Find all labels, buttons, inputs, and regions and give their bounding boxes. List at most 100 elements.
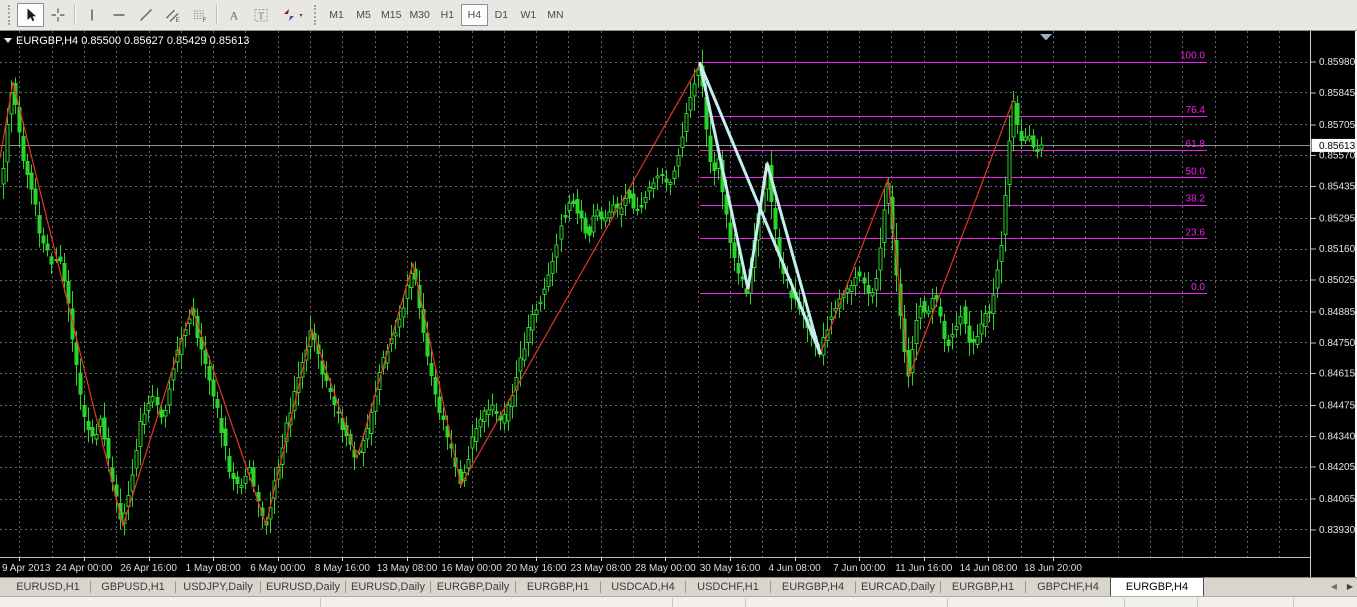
chart-title-ohlc: EURGBP,H4 0.85500 0.85627 0.85429 0.8561… [16, 35, 249, 47]
chart-tab-eurgbp-h4-13[interactable]: EURGBP,H4 [1110, 577, 1204, 596]
timeframe-button-m1[interactable]: M1 [329, 9, 344, 21]
status-separator [1197, 598, 1198, 607]
price-tick-label: 0.83930 [1319, 525, 1356, 536]
time-tick-label: 24 Apr 00:00 [56, 563, 113, 574]
tab-scroll-right-icon[interactable]: ▶ [1346, 582, 1353, 591]
chart-tab-eurcad-daily-10[interactable]: EURCAD,Daily [861, 581, 935, 593]
cursor-icon [27, 8, 36, 22]
chart-tab-eurgbp-daily-5[interactable]: EURGBP,Daily [436, 581, 510, 593]
timeframe-button-m15[interactable]: M15 [381, 9, 402, 21]
fib-label-61.8: 61.8 [1186, 139, 1206, 150]
price-tick-label: 0.84205 [1319, 462, 1356, 473]
chart-tab-eurgbp-h1-6[interactable]: EURGBP,H1 [526, 581, 590, 593]
toolbar-separator [216, 5, 217, 25]
chart-dropdown-triangle-icon[interactable] [4, 38, 12, 43]
timeframe-button-m5[interactable]: M5 [356, 9, 371, 21]
time-tick-label: 8 May 16:00 [315, 563, 370, 574]
time-tick-label: 11 Jun 16:00 [895, 563, 953, 574]
status-separator [1293, 598, 1294, 607]
fibonacci-retracement-tool-button[interactable]: F [186, 3, 213, 27]
time-tick-label: 18 Jun 20:00 [1024, 563, 1082, 574]
abcd-pattern-trendlines[interactable] [698, 62, 822, 355]
timeframe-button-d1[interactable]: D1 [494, 9, 509, 21]
trendline-tool-button[interactable] [132, 3, 159, 27]
price-tick-label: 0.84475 [1319, 400, 1356, 411]
timeframe-button-h1[interactable]: H1 [440, 9, 455, 21]
fib-label-0.0: 0.0 [1191, 282, 1205, 293]
chart-tab-eurusd-daily-4[interactable]: EURUSD,Daily [351, 581, 425, 593]
chart-tab-gbpusd-h1-1[interactable]: GBPUSD,H1 [101, 581, 165, 593]
price-axis[interactable]: 0.85980 0.85845 0.85705 0.85570 0.85435 0.852… [1311, 57, 1356, 536]
chart-tab-eurusd-h1-0[interactable]: EURUSD,H1 [16, 581, 80, 593]
tab-divider [515, 581, 516, 593]
vertical-line-tool-button[interactable] [78, 3, 105, 27]
fibonacci-retracement-icon: F [193, 10, 206, 23]
chart-tab-usdchf-h1-8[interactable]: USDCHF,H1 [697, 581, 759, 593]
chart-tab-eurgbp-h1-11[interactable]: EURGBP,H1 [951, 581, 1015, 593]
time-tick-label: 26 Apr 16:00 [120, 563, 177, 574]
toolbar: E F A T ▾ M1 M5 M15 M30 H1 H4 D1 W1 MN [0, 0, 1357, 31]
price-tick-label: 0.84065 [1319, 494, 1356, 505]
price-tick-label: 0.85160 [1319, 244, 1356, 255]
crosshair-tool-button[interactable] [44, 3, 71, 27]
text-tool-button[interactable]: A [220, 3, 247, 27]
status-separator [947, 598, 948, 607]
fib-label-100.0: 100.0 [1180, 51, 1205, 62]
tab-divider [345, 581, 346, 593]
time-axis[interactable]: 9 Apr 2013 24 Apr 00:00 26 Apr 16:00 1 May … [2, 558, 1082, 574]
arrows-icon [284, 9, 295, 21]
chart-tab-usdjpy-daily-2[interactable]: USDJPY,Daily [183, 581, 253, 593]
toolbar-grip-2[interactable] [314, 5, 319, 25]
timeframes-toolbar: M1 M5 M15 M30 H1 H4 D1 W1 MN [323, 4, 569, 26]
cursor-tool-button[interactable] [17, 3, 44, 27]
chart-plot-area[interactable]: 100.0 76.4 61.8 50.0 38.2 23.6 0.0 0.85980 0.858… [0, 31, 1357, 577]
timeframe-button-h4[interactable]: H4 [460, 4, 488, 26]
dropdown-caret-icon: ▾ [299, 12, 303, 19]
tab-scroll-left-icon[interactable]: ◀ [1330, 582, 1337, 591]
price-tick-label: 0.85025 [1319, 275, 1356, 286]
tab-scroll-buttons: ◀ ▶ [1331, 582, 1353, 592]
chart-window[interactable]: 100.0 76.4 61.8 50.0 38.2 23.6 0.0 0.85980 0.858… [0, 31, 1357, 577]
toolbar-separator [74, 5, 75, 25]
horizontal-line-tool-button[interactable] [105, 3, 132, 27]
line-studies-toolbar: E F A T ▾ [17, 3, 310, 27]
svg-text:F: F [202, 17, 206, 23]
tab-divider [685, 581, 686, 593]
chart-tab-bar: EURUSD,H1 GBPUSD,H1 USDJPY,Daily EURUSD,Dai… [0, 577, 1357, 596]
time-tick-label: 6 May 00:00 [250, 563, 305, 574]
chart-tab-usdcad-h4-7[interactable]: USDCAD,H4 [611, 581, 675, 593]
chart-tab-gbpchf-h4-12[interactable]: GBPCHF,H4 [1037, 581, 1099, 593]
equidistant-channel-tool-button[interactable]: E [159, 3, 186, 27]
text-label-icon: T [254, 9, 267, 22]
status-separator [320, 598, 321, 607]
status-separator [1124, 598, 1125, 607]
timeframe-button-mn[interactable]: MN [547, 9, 564, 21]
svg-text:A: A [229, 9, 238, 23]
arrows-tool-button[interactable]: ▾ [274, 3, 310, 27]
tab-divider [260, 581, 261, 593]
time-tick-label: 13 May 08:00 [377, 563, 438, 574]
tab-divider [1025, 581, 1026, 593]
fib-label-38.2: 38.2 [1186, 194, 1206, 205]
price-tick-label: 0.84750 [1319, 338, 1356, 349]
price-tick-label: 0.85435 [1319, 182, 1356, 193]
timeframe-button-m30[interactable]: M30 [409, 9, 430, 21]
time-tick-label: 16 May 00:00 [441, 563, 502, 574]
tab-divider [855, 581, 856, 593]
text-label-tool-button[interactable]: T [247, 3, 274, 27]
timeframe-button-w1[interactable]: W1 [520, 9, 537, 21]
chart-tab-eurusd-daily-3[interactable]: EURUSD,Daily [266, 581, 340, 593]
toolbar-grip[interactable] [8, 5, 13, 25]
vertical-line-icon [90, 9, 93, 21]
svg-text:E: E [175, 17, 180, 23]
status-separator [672, 598, 673, 607]
fibonacci-retracement-lines[interactable] [700, 62, 1207, 294]
chart-shift-marker-icon[interactable] [1040, 34, 1052, 41]
status-strip [0, 596, 1357, 607]
price-tick-label: 0.84340 [1319, 431, 1356, 442]
tab-divider [770, 581, 771, 593]
price-tick-label: 0.84615 [1319, 369, 1356, 380]
chart-tab-eurgbp-h4-9[interactable]: EURGBP,H4 [781, 581, 845, 593]
tab-divider [600, 581, 601, 593]
